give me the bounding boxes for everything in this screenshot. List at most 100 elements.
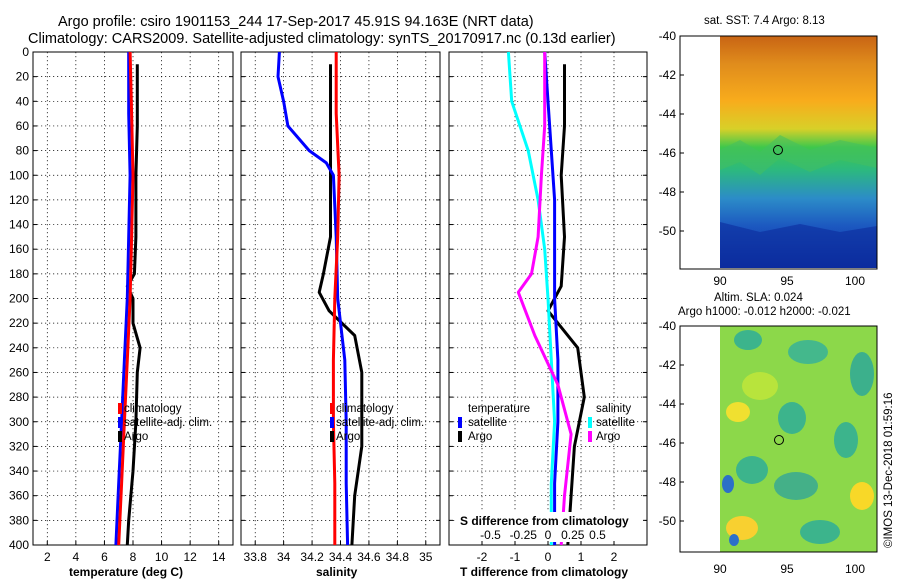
s-tick-label: 0 xyxy=(545,528,552,542)
lon-tick-label: 95 xyxy=(780,274,794,288)
lon-tick-label: 90 xyxy=(713,562,727,576)
title-line1: Argo profile: csiro 1901153_244 17-Sep-2… xyxy=(58,14,534,30)
difference-lines xyxy=(506,51,586,546)
sla-eddies xyxy=(722,330,874,546)
salinity-legend: climatology satellite-adj. clim. Argo xyxy=(330,403,424,443)
sla-lon-ticks: 90 95 100 xyxy=(713,562,865,576)
y-tick-label: 180 xyxy=(9,267,29,281)
s-tick-label: -0.5 xyxy=(480,528,501,542)
sla-lat-ticks: -40 -42 -44 -46 -48 -50 xyxy=(659,319,684,528)
series-line-t-satellite xyxy=(543,51,560,545)
sla-map: Altim. SLA: 0.024 Argo h1000: -0.012 h20… xyxy=(659,292,878,576)
legend-swatch-s-argo xyxy=(588,431,592,442)
lat-tick-label: -50 xyxy=(659,514,677,528)
y-tick-label: 0 xyxy=(22,45,29,59)
sla-map-border xyxy=(679,325,878,553)
salinity-xlabel: salinity xyxy=(316,565,358,579)
legend-swatch-t-satellite xyxy=(458,417,462,428)
difference-x-axis: -2 -1 0 1 2 xyxy=(477,550,618,564)
y-tick-label: 400 xyxy=(9,538,29,552)
legend-argo: Argo xyxy=(336,431,360,443)
x-tick-label: 14 xyxy=(212,550,226,564)
legend-t-satellite: satellite xyxy=(468,417,507,429)
legend-s-satellite: satellite xyxy=(596,417,635,429)
lon-tick-label: 95 xyxy=(780,562,794,576)
salinity-x-axis: 33.8 34 34.2 34.4 34.6 34.8 35 xyxy=(244,550,433,564)
legend-swatch-argo xyxy=(330,431,334,442)
difference-grid xyxy=(449,51,647,546)
legend-swatch-satellite xyxy=(330,417,334,428)
y-tick-label: 120 xyxy=(9,193,29,207)
legend-climatology: climatology xyxy=(124,403,182,415)
x-tick-label: 1 xyxy=(578,550,585,564)
x-tick-label: 34.4 xyxy=(329,550,353,564)
y-tick-label: 100 xyxy=(9,168,29,182)
legend-swatch-climatology xyxy=(330,403,334,414)
s-tick-label: -0.25 xyxy=(510,528,538,542)
s-axis-backdrop xyxy=(455,512,643,542)
lat-tick-label: -48 xyxy=(659,475,677,489)
sla-title2: Argo h1000: -0.012 h2000: -0.021 xyxy=(678,306,851,318)
series-line-s-argo xyxy=(516,52,573,546)
sst-lat-ticks: -40 -42 -44 -46 -48 -50 xyxy=(659,29,684,238)
sst-argo-position-marker xyxy=(773,145,783,155)
salinity-lines xyxy=(276,51,364,546)
y-tick-label: 340 xyxy=(9,464,29,478)
series-line-satellite-adj-clim- xyxy=(276,51,350,546)
x-tick-label: 2 xyxy=(44,550,51,564)
temperature-legend: climatology satellite-adj. clim. Argo xyxy=(118,403,212,443)
sst-cold-patch xyxy=(720,222,877,268)
x-tick-label: 6 xyxy=(101,550,108,564)
y-tick-label: 300 xyxy=(9,415,29,429)
legend-t-argo: Argo xyxy=(468,431,492,443)
lat-tick-label: -44 xyxy=(659,107,677,121)
legend-swatch-s-satellite xyxy=(588,417,592,428)
lat-tick-label: -42 xyxy=(659,68,677,82)
lat-tick-label: -42 xyxy=(659,358,677,372)
lat-tick-label: -40 xyxy=(659,29,677,43)
sst-map: sat. SST: 7.4 Argo: 8.13 -40 -42 -44 -46 -48… xyxy=(659,15,878,288)
sst-title: sat. SST: 7.4 Argo: 8.13 xyxy=(704,15,825,27)
lat-tick-label: -48 xyxy=(659,185,677,199)
y-tick-label: 320 xyxy=(9,439,29,453)
temperature-x-axis: 2 4 6 8 10 12 14 xyxy=(44,550,226,564)
legend-salinity: salinity xyxy=(596,403,631,415)
sla-title1: Altim. SLA: 0.024 xyxy=(714,292,803,304)
y-tick-label: 140 xyxy=(9,218,29,232)
lat-tick-label: -40 xyxy=(659,319,677,333)
x-tick-label: 34.8 xyxy=(386,550,410,564)
x-tick-label: -2 xyxy=(477,550,488,564)
lat-tick-label: -50 xyxy=(659,224,677,238)
legend-swatch-satellite xyxy=(118,417,122,428)
s-difference-ticks: -0.5 -0.25 0 0.25 0.5 xyxy=(480,528,606,542)
series-line-satellite-adj-clim- xyxy=(114,52,132,546)
y-tick-label: 200 xyxy=(9,292,29,306)
s-difference-label: S difference from climatology xyxy=(460,514,629,528)
s-tick-label: 0.25 xyxy=(561,528,585,542)
temperature-xlabel: temperature (deg C) xyxy=(69,565,183,579)
x-tick-label: 10 xyxy=(155,550,169,564)
x-tick-label: 34.2 xyxy=(300,550,324,564)
y-tick-label: 240 xyxy=(9,341,29,355)
y-tick-label: 160 xyxy=(9,242,29,256)
lat-tick-label: -46 xyxy=(659,146,677,160)
x-tick-label: 4 xyxy=(73,550,80,564)
footer-timestamp: ©IMOS 13-Dec-2018 01:59:16 xyxy=(883,392,895,548)
y-tick-label: 280 xyxy=(9,390,29,404)
lon-tick-label: 100 xyxy=(845,562,865,576)
legend-swatch-t-argo xyxy=(458,431,462,442)
x-tick-label: 2 xyxy=(611,550,618,564)
title-line2: Climatology: CARS2009. Satellite-adjuste… xyxy=(28,31,616,47)
temperature-panel: 0 20 40 60 80 100 120 140 160 180 200 220 240 260 280 3… xyxy=(9,45,234,579)
sst-lon-ticks: 90 95 100 xyxy=(713,274,865,288)
y-tick-label: 80 xyxy=(16,144,30,158)
x-tick-label: 34 xyxy=(277,550,291,564)
y-tick-label: 60 xyxy=(16,119,30,133)
series-line-climatology xyxy=(331,52,341,545)
legend-climatology: climatology xyxy=(336,403,394,415)
salinity-grid xyxy=(241,51,440,546)
lon-tick-label: 90 xyxy=(713,274,727,288)
x-tick-label: 12 xyxy=(183,550,197,564)
legend-satellite: satellite-adj. clim. xyxy=(336,417,424,429)
